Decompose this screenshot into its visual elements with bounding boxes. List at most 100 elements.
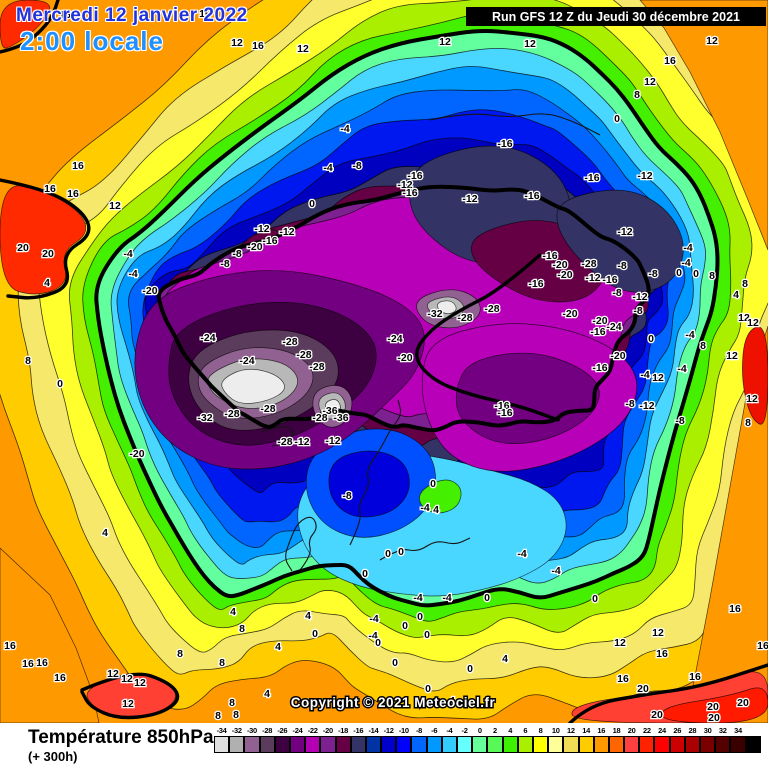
- scale-cell: [396, 736, 412, 753]
- plus20-left: [0, 178, 91, 300]
- temp-label: -16: [497, 138, 512, 150]
- scale-cell: [305, 736, 321, 753]
- temp-label: 0: [592, 593, 598, 605]
- temp-label: 16: [44, 183, 56, 195]
- temp-label: -28: [277, 436, 292, 448]
- temp-label: 12: [121, 673, 133, 685]
- norway-coast: [349, 399, 402, 546]
- scale-tick-label: 0: [477, 726, 482, 735]
- temp-label: -20: [247, 241, 262, 253]
- scale-cell: [684, 736, 700, 753]
- temp-label: -8: [352, 160, 361, 172]
- temp-label: -4: [128, 268, 137, 280]
- temp-label: -20: [610, 350, 625, 362]
- temp-label: 12: [107, 668, 119, 680]
- temp-label: 0: [402, 620, 408, 632]
- temp-label: 0: [648, 333, 654, 345]
- temp-label: -8: [633, 305, 642, 317]
- scale-tick-label: 4: [508, 726, 513, 735]
- temp-label: 8: [709, 270, 715, 282]
- scale-tick-label: 12: [567, 726, 575, 735]
- temp-label: 8: [233, 709, 239, 721]
- temp-label: -8: [675, 415, 684, 427]
- temp-label: 12: [439, 36, 451, 48]
- temp-label: 8: [215, 710, 221, 722]
- temp-label: 4: [305, 610, 311, 622]
- map-area: 16 16 16 12 12 12 12 12 16 12 8 0 -12 -16 16 16 16 12 20 20…: [0, 0, 768, 723]
- local-time-label: 2:00 locale: [20, 26, 164, 56]
- temp-label: -4: [340, 123, 349, 135]
- temp-label: -4: [640, 369, 649, 381]
- temp-label: -16: [590, 326, 605, 338]
- temp-label: 12: [652, 372, 664, 384]
- temp-label: -4: [551, 565, 560, 577]
- scale-cell: [320, 736, 336, 753]
- temp-label: -16: [524, 190, 539, 202]
- temp-label: -4: [517, 548, 526, 560]
- temp-label: 16: [252, 40, 264, 52]
- pole-white-core: [437, 300, 457, 315]
- forecast-hour-label: (+ 300h): [28, 749, 78, 764]
- iceland-coast: [261, 426, 294, 447]
- uk-coast: [285, 516, 317, 572]
- scale-tick-label: 30: [703, 726, 712, 735]
- scale-cell: [502, 736, 518, 753]
- temp-label: 20: [707, 701, 719, 713]
- lobe-dark-purple: [455, 352, 600, 445]
- temp-label: 0: [362, 568, 368, 580]
- plus20-bottomleft: [80, 672, 180, 720]
- scale-tick-label: 18: [612, 726, 621, 735]
- temp-label: 4: [733, 289, 739, 301]
- scale-cell: [563, 736, 579, 753]
- scale-cell: [487, 736, 503, 753]
- temp-label: -28: [312, 412, 327, 424]
- temp-label: -24: [239, 355, 254, 367]
- scale-color-cells: [214, 736, 764, 753]
- temp-label: 16: [617, 673, 629, 685]
- temp-label: -12: [617, 226, 632, 238]
- temp-label: -28: [282, 336, 297, 348]
- temp-label: -4: [685, 329, 694, 341]
- temp-label: -20: [129, 448, 144, 460]
- temp-label: -8: [220, 258, 229, 270]
- temp-label: -4: [681, 257, 690, 269]
- temp-label: -20: [552, 259, 567, 271]
- scale-cell: [593, 736, 609, 753]
- temp-label: -8: [625, 398, 634, 410]
- temp-label: -4: [683, 242, 692, 254]
- scale-cell: [669, 736, 685, 753]
- scale-tick-label: 10: [551, 726, 560, 735]
- temp-label: 16: [54, 672, 66, 684]
- temp-label: 4: [433, 504, 439, 516]
- temp-label: 4: [44, 277, 50, 289]
- scale-cell: [244, 736, 260, 753]
- scale-cell: [259, 736, 275, 753]
- temp-label: 8: [634, 89, 640, 101]
- temp-label: 12: [706, 35, 718, 47]
- temp-label: -16: [402, 187, 417, 199]
- temp-label: -4: [677, 363, 686, 375]
- scale-tick-label: -18: [338, 726, 349, 735]
- temp-label: 16: [4, 640, 16, 652]
- temp-label: 12: [652, 627, 664, 639]
- temp-label: -28: [457, 312, 472, 324]
- temp-label: -28: [296, 349, 311, 361]
- temp-label: 0: [614, 113, 620, 125]
- scale-tick-label: -8: [415, 726, 423, 735]
- temp-label: -16: [592, 362, 607, 374]
- temp-label: 8: [239, 623, 245, 635]
- temp-label: -36: [322, 405, 337, 417]
- temp-label: 8: [700, 340, 706, 352]
- scale-cell: [548, 736, 564, 753]
- temp-label: 0: [57, 378, 63, 390]
- temp-label: -16: [497, 407, 512, 419]
- temp-label: 8: [25, 355, 31, 367]
- temp-label: -4: [323, 162, 332, 174]
- temp-label: 16: [757, 640, 768, 652]
- scale-tick-label: 32: [718, 726, 727, 735]
- valid-date-label: Mercredi 12 janvier 2022: [16, 5, 248, 26]
- temp-label: 12: [122, 698, 134, 710]
